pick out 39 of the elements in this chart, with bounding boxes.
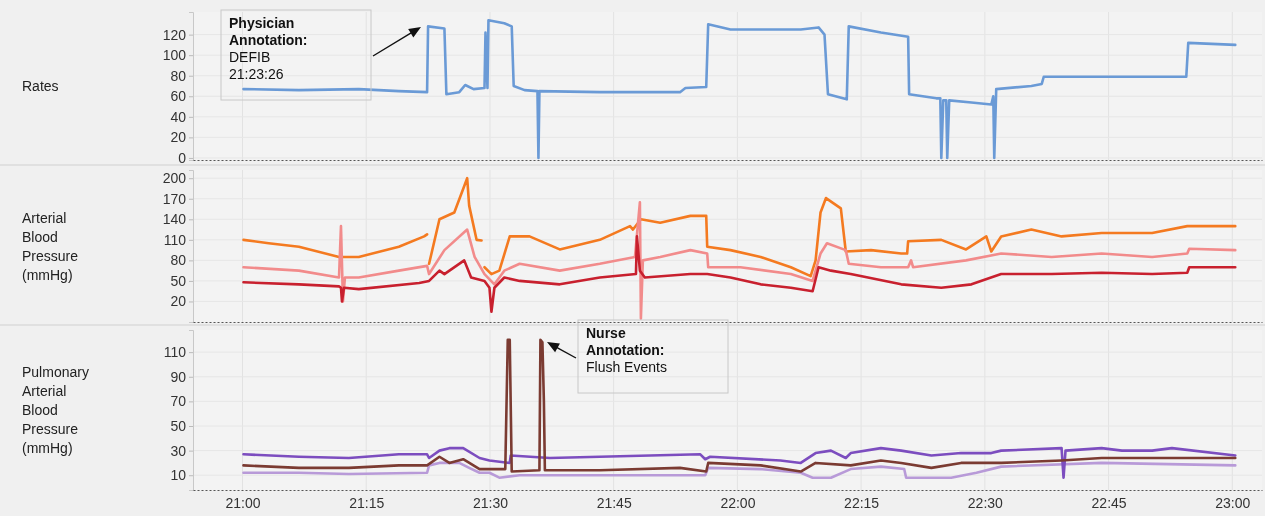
line-series	[242, 446, 1237, 479]
y-tick-label: 80	[170, 252, 187, 269]
line-series	[242, 338, 1237, 473]
y-tick-label: 90	[170, 368, 187, 385]
y-tick-label: 30	[170, 442, 187, 459]
y-axis-title: Rates	[22, 78, 59, 94]
y-tick-label: 170	[162, 190, 187, 207]
annotation: Nurse Annotation: Flush Events	[586, 325, 667, 375]
x-tick-label: 22:45	[1091, 495, 1127, 512]
y-tick-label: 50	[170, 272, 187, 289]
y-tick-label: 70	[170, 393, 187, 410]
y-axis-title: Pulmonary Arterial Blood Pressure (mmHg)	[22, 364, 89, 456]
annotation: Physician Annotation: DEFIB 21:23:26	[229, 15, 308, 82]
line-series	[242, 200, 1237, 320]
y-tick-label: 20	[170, 129, 187, 146]
y-tick-label: 50	[170, 417, 187, 434]
y-tick-label: 60	[170, 88, 187, 105]
y-tick-label: 110	[163, 344, 187, 361]
y-tick-label: 80	[170, 67, 187, 84]
y-tick-label: 40	[170, 108, 187, 125]
x-tick-label: 21:30	[472, 495, 509, 512]
x-tick-label: 23:00	[1215, 495, 1251, 512]
y-tick-label: 200	[162, 170, 187, 187]
x-tick-label: 21:45	[596, 495, 632, 512]
y-tick-label: 10	[170, 467, 187, 484]
y-tick-label: 120	[162, 26, 187, 43]
line-series	[242, 235, 1237, 314]
x-tick-label: 22:30	[967, 495, 1004, 512]
y-tick-label: 20	[170, 293, 187, 310]
y-tick-label: 140	[162, 211, 187, 228]
x-tick-label: 21:00	[225, 495, 261, 512]
x-tick-label: 22:15	[844, 495, 880, 512]
x-tick-label: 22:00	[720, 495, 756, 512]
y-axis-title: Arterial Blood Pressure (mmHg)	[22, 209, 79, 283]
line-series	[242, 461, 1237, 479]
x-tick-label: 21:15	[349, 495, 385, 512]
y-tick-label: 110	[163, 231, 187, 248]
y-tick-label: 100	[162, 47, 187, 64]
y-tick-label: 0	[178, 149, 187, 166]
